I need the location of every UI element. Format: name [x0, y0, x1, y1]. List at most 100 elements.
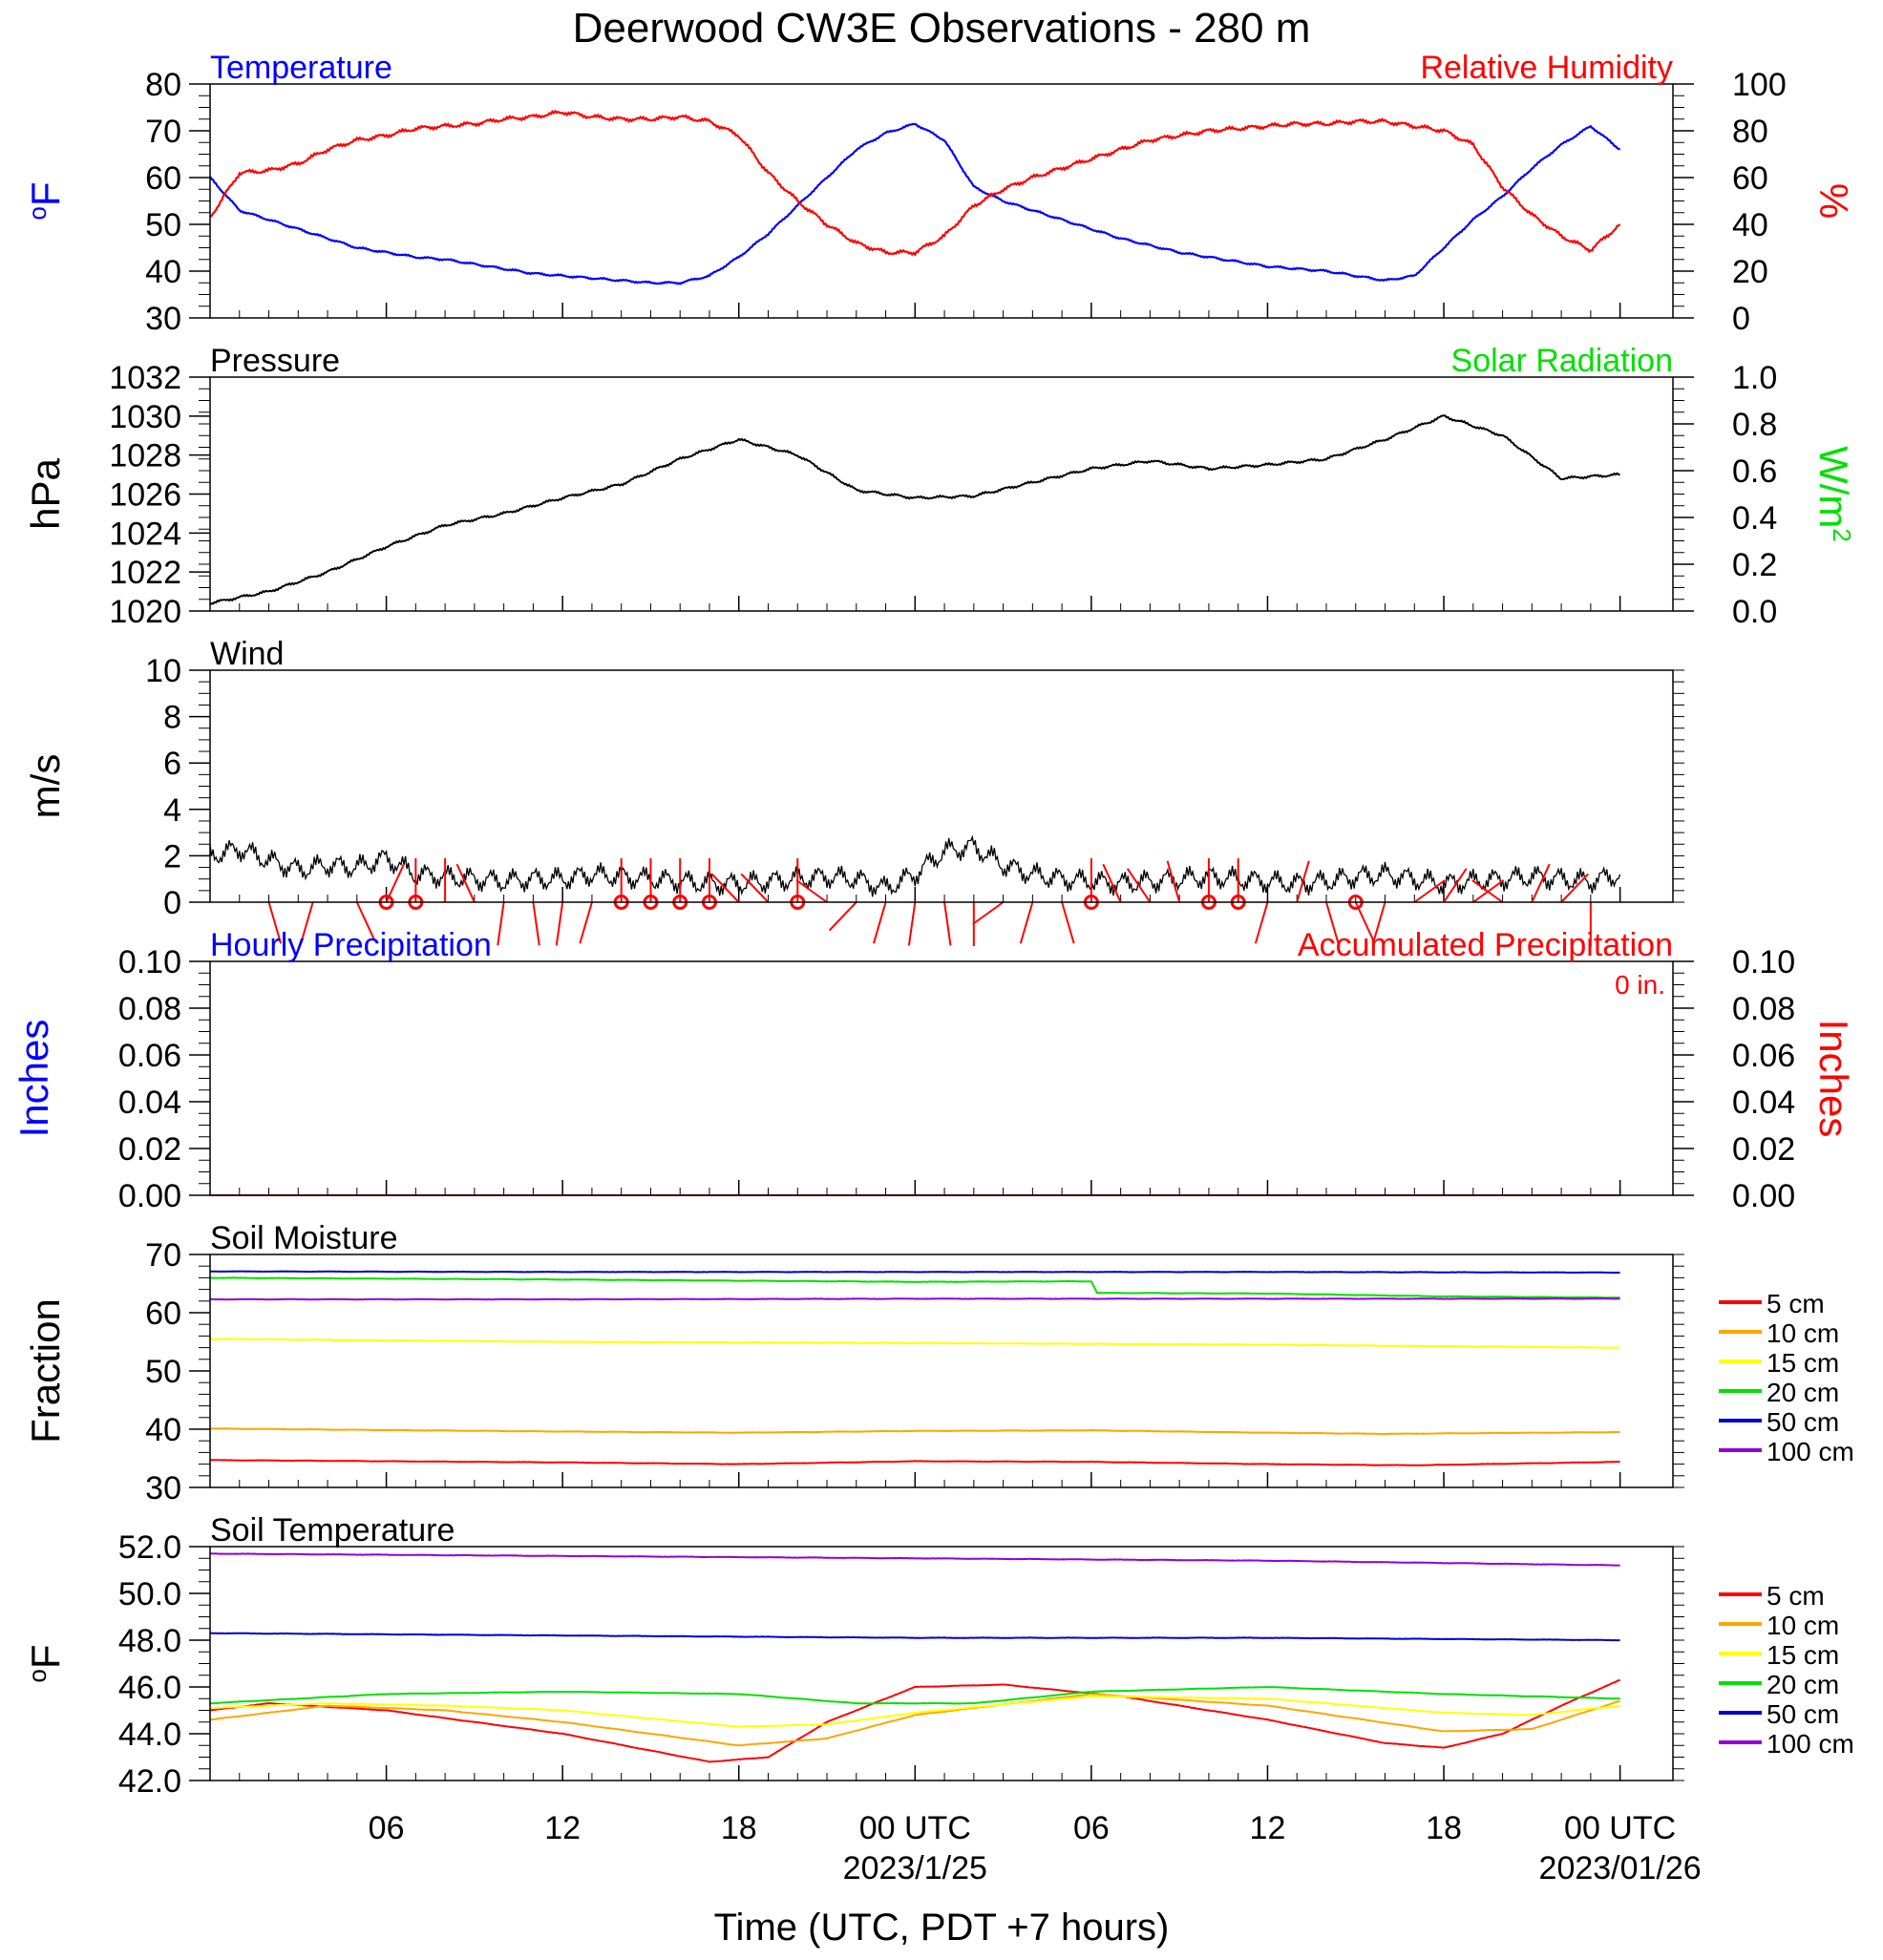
pressure-y-tick-label-left: 1026	[109, 477, 181, 514]
wind-barb	[1531, 863, 1551, 903]
soil-moisture-line-20cm	[209, 1276, 1620, 1299]
x-axis: 06 12 18 00 UTC 06 12 18 00 UTC 2023/1/25 2023/01…	[369, 1810, 1702, 1886]
pressure-y-tick-label-left: 1028	[109, 438, 181, 474]
soil-moisture-y-tick-label-left: 70	[145, 1237, 181, 1274]
soil-temperature-title-left: Soil Temperature	[210, 1512, 455, 1549]
wind-y-tick-label-left: 0	[163, 885, 181, 921]
soil-moisture-line-15cm	[209, 1338, 1620, 1349]
pressure-y-tick-label-right: 0.6	[1732, 453, 1777, 490]
x-tick-label: 18	[721, 1810, 757, 1846]
soil-moisture-frame	[209, 1254, 1674, 1488]
temperature-y-tick-label-right: 60	[1732, 160, 1768, 197]
pressure-frame	[209, 376, 1674, 612]
x-tick-label: 12	[1250, 1810, 1286, 1846]
temperature-frame	[209, 83, 1674, 319]
soil-moisture-title-left: Soil Moisture	[210, 1220, 398, 1256]
temperature-title-left: Temperature	[210, 50, 392, 86]
wind-barb	[943, 901, 952, 946]
soil-temperature-y-tick-label-left: 50.0	[118, 1576, 181, 1612]
wind-barb	[1560, 873, 1590, 903]
temperature-y-tick-label-left: 80	[145, 67, 181, 103]
wind-y-tick-label-left: 10	[145, 653, 181, 689]
soil-temperature-legend-label: 100 cm	[1767, 1729, 1854, 1759]
temperature-y-tick-label-left: 30	[145, 301, 181, 337]
wind-barb	[828, 901, 857, 932]
wind-barb	[873, 901, 887, 944]
soil-moisture-legend-label: 5 cm	[1767, 1289, 1825, 1318]
soil-temperature-y-tick-label-left: 46.0	[118, 1670, 181, 1706]
soil-temperature-line-10cm	[209, 1693, 1620, 1747]
soil-temperature-y-tick-label-left: 42.0	[118, 1763, 181, 1800]
temperature-y-tick-label-left: 50	[145, 207, 181, 243]
x-tick-label: 00 UTC	[859, 1810, 971, 1846]
wind-barb	[1296, 860, 1310, 903]
wind-barb	[555, 901, 564, 946]
precipitation-ylabel-left: Inches	[11, 1020, 56, 1138]
wind-barb	[1471, 879, 1504, 903]
pressure-y-tick-label-left: 1024	[109, 516, 181, 552]
wind-barb	[740, 873, 770, 903]
x-tick-label: 06	[369, 1810, 405, 1846]
wind-barb	[497, 901, 505, 946]
soil-temperature-legend-label: 50 cm	[1767, 1699, 1839, 1729]
soil-temperature-line-50cm	[209, 1632, 1620, 1642]
soil-moisture-line-100cm	[209, 1297, 1620, 1301]
soil-moisture-y-tick-label-left: 40	[145, 1412, 181, 1448]
wind-barb	[455, 863, 476, 903]
pressure-y-tick-label-left: 1022	[109, 555, 181, 591]
pressure-ylabel-right: W/m2	[1811, 446, 1856, 542]
soil-temperature-line-15cm	[209, 1695, 1620, 1728]
x-date-label: 2023/1/25	[843, 1850, 987, 1886]
soil-temperature-legend-label: 20 cm	[1767, 1670, 1839, 1699]
precipitation-frame	[209, 960, 1674, 1196]
x-tick-label: 18	[1426, 1810, 1462, 1846]
wind-barb	[1254, 901, 1269, 944]
temperature-ylabel-left: oF	[23, 181, 68, 220]
soil-temperature-line-100cm	[209, 1552, 1620, 1567]
wind-barb	[710, 873, 740, 903]
temperature-ylabel-right: %	[1811, 183, 1856, 219]
temperature-y-tick-label-right: 0	[1732, 301, 1750, 337]
wind-barb	[300, 901, 314, 944]
soil-moisture-line-10cm	[209, 1427, 1620, 1436]
temperature-line	[209, 122, 1621, 285]
soil-moisture-y-tick-label-left: 30	[145, 1470, 181, 1507]
precipitation-panel: 0.00 0.02 0.04 0.06 0.08 0.10 0.00 0.02 0.04 0.06…	[11, 927, 1856, 1214]
temperature-y-tick-label-left: 60	[145, 160, 181, 197]
soil-moisture-line-50cm	[209, 1270, 1620, 1275]
temperature-y-tick-label-right: 20	[1732, 254, 1768, 290]
soil-moisture-ylabel-left: Fraction	[23, 1298, 68, 1444]
precipitation-y-tick-label-left: 0.08	[118, 991, 181, 1027]
pressure-y-tick-label-left: 1032	[109, 360, 181, 396]
x-axis-label: Time (UTC, PDT +7 hours)	[714, 1907, 1170, 1949]
wind-y-tick-label-left: 4	[163, 792, 181, 829]
temperature-y-tick-label-right: 80	[1732, 114, 1768, 150]
x-tick-label: 12	[544, 1810, 581, 1846]
wind-barb	[1443, 868, 1468, 903]
temperature-title-right: Relative Humidity	[1420, 50, 1673, 86]
precipitation-y-tick-label-left: 0.06	[118, 1038, 181, 1074]
wind-barb	[579, 901, 593, 944]
soil-temperature-y-tick-label-left: 44.0	[118, 1717, 181, 1753]
wind-barb	[972, 901, 1005, 925]
wind-barb	[907, 901, 917, 946]
precipitation-ylabel-right: Inches	[1811, 1020, 1856, 1138]
precipitation-y-tick-label-left: 0.00	[118, 1178, 181, 1214]
pressure-title-right: Solar Radiation	[1451, 343, 1673, 379]
precipitation-y-tick-label-right: 0.00	[1732, 1178, 1795, 1214]
wind-barb	[1166, 860, 1181, 903]
precipitation-title-right: Accumulated Precipitation	[1298, 927, 1673, 963]
soil-temperature-frame	[209, 1546, 1674, 1781]
soil-temperature-y-tick-label-left: 48.0	[118, 1623, 181, 1659]
soil-temperature-legend-label: 5 cm	[1767, 1581, 1825, 1611]
temperature-y-tick-label-right: 100	[1732, 67, 1787, 103]
precipitation-y-tick-label-left: 0.02	[118, 1131, 181, 1168]
wind-title-left: Wind	[210, 636, 284, 672]
temperature-panel: 30 40 50 60 70 80 0 20 40 60 80 100 Temperature Relat…	[23, 50, 1856, 337]
wind-barb	[1019, 901, 1034, 944]
soil-temperature-y-tick-label-left: 52.0	[118, 1529, 181, 1566]
pressure-line	[209, 414, 1620, 605]
soil-moisture-y-tick-label-left: 60	[145, 1296, 181, 1332]
wind-barb	[1102, 863, 1122, 903]
